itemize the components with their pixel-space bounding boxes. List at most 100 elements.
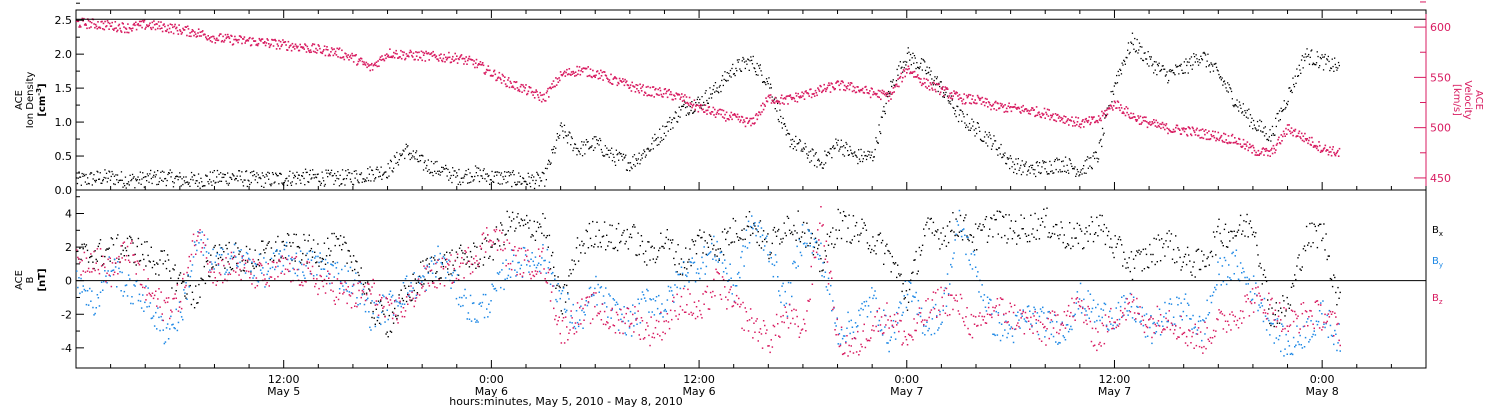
bx-point	[934, 230, 937, 232]
bx-point	[1228, 231, 1230, 233]
velocity-point	[1126, 111, 1128, 114]
bx-point	[630, 236, 633, 239]
density-point	[626, 169, 628, 171]
bx-point	[140, 243, 143, 245]
velocity-point	[741, 116, 744, 118]
velocity-point	[581, 68, 583, 70]
velocity-point	[1219, 137, 1221, 140]
density-point	[796, 143, 798, 145]
density-point	[923, 59, 925, 62]
velocity-point	[190, 35, 192, 38]
bx-point	[1162, 246, 1164, 249]
velocity-point	[1084, 118, 1087, 121]
velocity-point	[1291, 131, 1294, 134]
density-point	[228, 182, 230, 184]
velocity-point	[898, 85, 900, 88]
density-point	[1227, 82, 1229, 84]
density-point	[622, 153, 625, 155]
density-point	[1256, 129, 1258, 132]
bx-point	[1259, 262, 1261, 265]
bx-point	[458, 247, 461, 249]
density-point	[317, 173, 319, 175]
bx-point	[847, 227, 849, 229]
density-point	[720, 90, 722, 93]
density-point	[500, 172, 503, 174]
bx-point	[503, 244, 505, 246]
velocity-point	[1086, 121, 1089, 124]
bx-point	[324, 263, 327, 265]
by-point	[667, 285, 670, 288]
by-point	[730, 277, 732, 279]
velocity-point	[700, 104, 703, 107]
velocity-point	[998, 107, 1001, 109]
density-point	[375, 177, 377, 179]
density-point	[128, 184, 130, 186]
bx-point	[1256, 244, 1258, 247]
velocity-point	[834, 88, 836, 90]
density-point	[426, 170, 429, 172]
velocity-point	[1304, 138, 1307, 140]
bx-point	[936, 231, 938, 233]
by-point	[91, 290, 93, 292]
velocity-point	[463, 63, 465, 65]
bx-point	[449, 252, 451, 254]
density-point	[959, 109, 961, 111]
by-point	[149, 302, 152, 304]
density-point	[1016, 163, 1019, 165]
density-point	[1009, 155, 1012, 157]
density-point	[281, 182, 283, 184]
density-point	[680, 109, 682, 111]
bx-point	[596, 221, 598, 223]
velocity-point	[929, 82, 932, 84]
by-point	[375, 303, 378, 305]
bx-point	[629, 233, 632, 235]
bx-point	[930, 217, 932, 220]
velocity-point	[750, 124, 752, 127]
velocity-point	[1252, 144, 1254, 147]
bx-point	[1255, 232, 1257, 234]
by-point	[585, 300, 587, 302]
density-point	[117, 181, 119, 184]
bx-point	[536, 221, 539, 223]
velocity-point	[1140, 123, 1142, 125]
velocity-point	[120, 31, 123, 33]
by-point	[311, 250, 314, 253]
density-point	[938, 82, 940, 84]
density-point	[968, 129, 970, 131]
density-point	[352, 184, 355, 186]
velocity-point	[304, 43, 306, 45]
bx-point	[572, 268, 574, 271]
by-point	[606, 306, 608, 308]
bx-point	[994, 219, 996, 221]
bx-point	[191, 291, 194, 293]
by-point	[103, 280, 105, 283]
velocity-point	[1050, 114, 1052, 117]
density-point	[531, 174, 533, 176]
density-point	[154, 176, 156, 178]
bx-point	[131, 238, 133, 241]
density-point	[849, 145, 851, 148]
bx-point	[1003, 216, 1005, 218]
bx-point	[730, 242, 732, 244]
by-point	[548, 261, 551, 263]
density-point	[271, 172, 274, 174]
density-point	[861, 160, 864, 163]
density-point	[1033, 173, 1035, 175]
velocity-point	[238, 38, 240, 41]
density-point	[608, 156, 610, 158]
velocity-point	[200, 35, 202, 37]
velocity-point	[486, 69, 489, 72]
density-point	[617, 153, 619, 155]
density-point	[730, 76, 732, 78]
velocity-point	[807, 93, 810, 95]
by-point	[228, 271, 230, 274]
velocity-point	[989, 104, 991, 106]
by-point	[368, 311, 370, 313]
velocity-point	[1311, 141, 1314, 143]
bx-point	[1315, 230, 1318, 232]
density-point	[718, 86, 720, 88]
velocity-point	[729, 116, 732, 118]
density-point	[1074, 166, 1076, 168]
bx-point	[1095, 232, 1097, 234]
bx-point	[142, 253, 144, 256]
